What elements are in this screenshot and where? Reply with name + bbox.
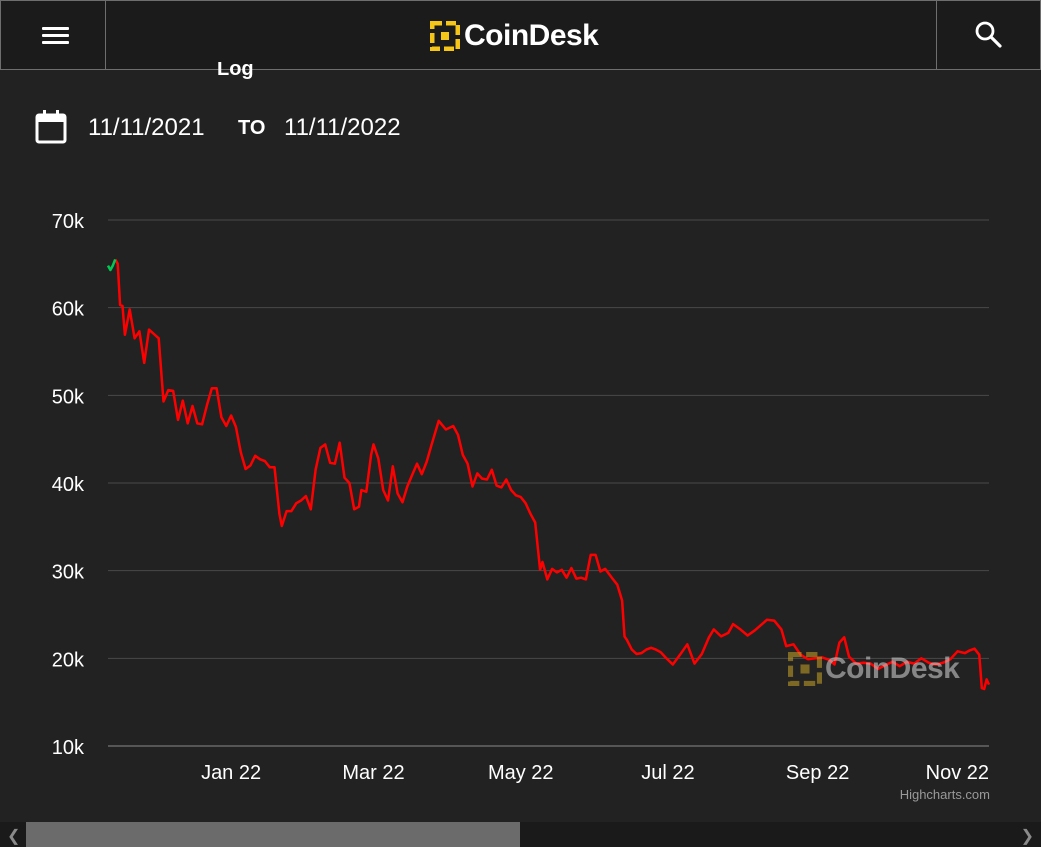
watermark-text: CoinDesk <box>825 652 960 685</box>
coindesk-watermark: CoinDesk <box>788 652 960 686</box>
price-chart[interactable]: 10k 20k 30k 40k 50k 60k 70k Jan 22 Mar 22 May 22… <box>0 190 1041 790</box>
y-tick-label: 20k <box>52 649 85 671</box>
price-line-up <box>106 258 117 272</box>
hamburger-menu-icon <box>42 27 69 30</box>
coindesk-logo-icon <box>430 21 460 51</box>
grid-lines <box>108 219 989 747</box>
search-button[interactable] <box>936 1 1040 69</box>
coindesk-watermark-icon <box>788 652 822 686</box>
brand-name: CoinDesk <box>464 19 599 52</box>
highcharts-credits[interactable]: Highcharts.com <box>899 787 990 802</box>
x-tick-label: Sep 22 <box>786 762 849 784</box>
y-axis-labels: 10k 20k 30k 40k 50k 60k 70k <box>52 211 85 759</box>
y-tick-label: 50k <box>52 386 85 408</box>
x-tick-label: May 22 <box>488 762 554 784</box>
price-line-down <box>114 258 991 691</box>
calendar-icon[interactable] <box>35 110 67 144</box>
y-tick-label: 70k <box>52 211 85 233</box>
date-to-label: TO <box>238 117 266 139</box>
hamburger-menu-icon-bar <box>42 34 69 37</box>
hamburger-menu-icon-bar <box>42 41 69 44</box>
y-tick-label: 60k <box>52 299 85 321</box>
price-series <box>106 258 991 691</box>
x-tick-label: Jul 22 <box>641 762 694 784</box>
scrollbar-thumb[interactable] <box>26 822 520 847</box>
app-header: CoinDesk <box>0 0 1041 70</box>
search-icon <box>975 21 1002 48</box>
y-tick-label: 10k <box>52 737 85 759</box>
x-axis-labels: Jan 22 Mar 22 May 22 Jul 22 Sep 22 Nov 22 <box>201 762 989 784</box>
y-tick-label: 30k <box>52 562 85 584</box>
date-from[interactable]: 11/11/2021 <box>88 114 205 141</box>
x-tick-label: Nov 22 <box>926 762 989 784</box>
menu-button[interactable] <box>1 1 106 69</box>
date-range: 11/11/2021 TO 11/11/2022 <box>0 110 1041 150</box>
scroll-left-icon[interactable]: ❮ <box>7 828 21 845</box>
scale-label[interactable]: Log <box>217 58 254 80</box>
scroll-right-icon[interactable]: ❯ <box>1020 828 1034 845</box>
coindesk-logo[interactable]: CoinDesk <box>430 19 599 53</box>
x-tick-label: Jan 22 <box>201 762 261 784</box>
y-tick-label: 40k <box>52 474 85 496</box>
horizontal-scrollbar[interactable]: ❮ ❯ <box>0 822 1041 847</box>
date-to[interactable]: 11/11/2022 <box>284 114 401 141</box>
x-tick-label: Mar 22 <box>342 762 404 784</box>
